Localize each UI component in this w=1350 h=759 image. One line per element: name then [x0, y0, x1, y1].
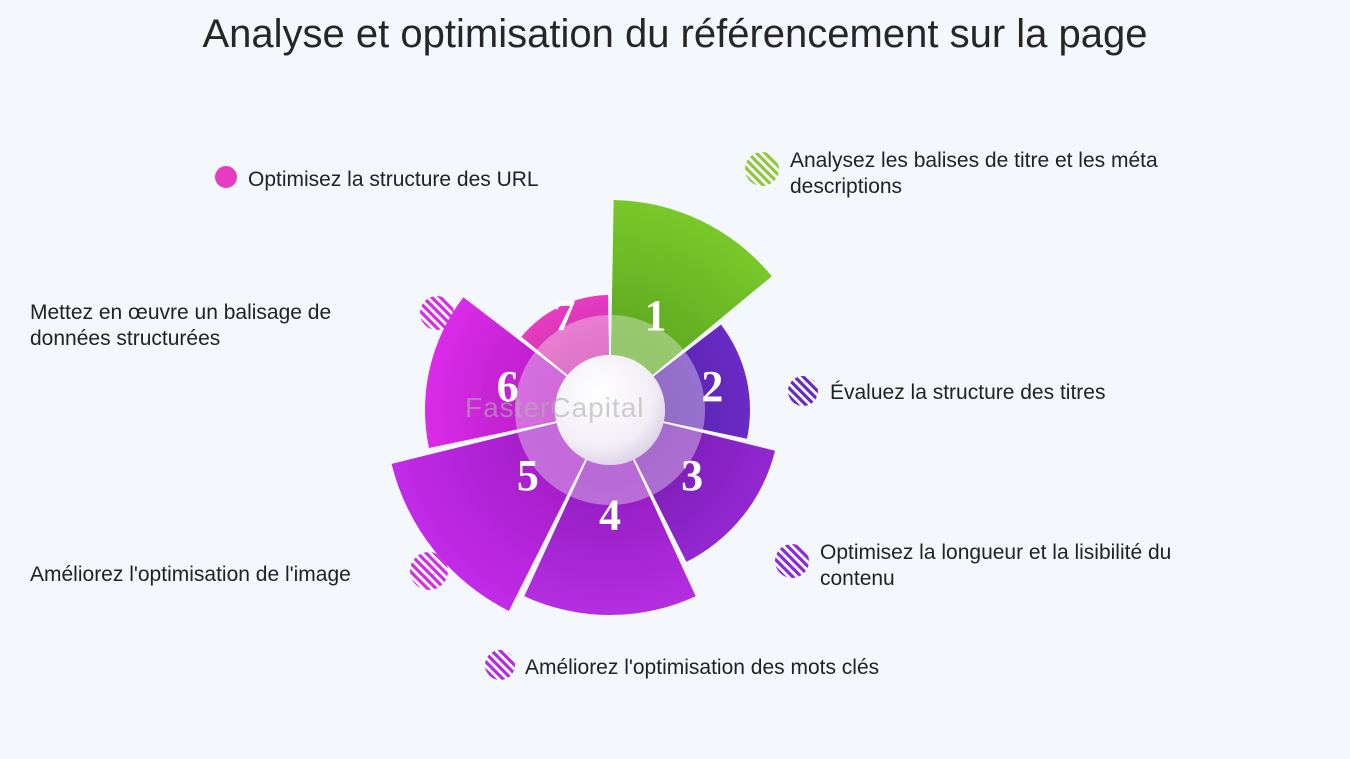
slice-number-2: 2 — [701, 362, 723, 411]
label-2: Évaluez la structure des titres — [830, 380, 1190, 406]
slice-number-3: 3 — [681, 451, 703, 500]
bullet-icon-7 — [215, 166, 237, 188]
slice-number-1: 1 — [645, 291, 667, 340]
slice-number-7: 7 — [553, 291, 575, 340]
label-4: Améliorez l'optimisation des mots clés — [525, 655, 985, 681]
bullet-icon-5 — [410, 552, 448, 590]
slice-number-6: 6 — [497, 362, 519, 411]
bullet-icon-3 — [775, 544, 809, 578]
slice-number-4: 4 — [599, 491, 621, 540]
bullet-icon-6 — [420, 296, 454, 330]
bullet-icon-1 — [745, 152, 779, 186]
center-circle — [555, 355, 665, 465]
slice-number-5: 5 — [517, 451, 539, 500]
label-5: Améliorez l'optimisation de l'image — [30, 562, 390, 588]
label-3: Optimisez la longueur et la lisibilité d… — [820, 540, 1240, 593]
label-7: Optimisez la structure des URL — [248, 167, 608, 193]
label-1: Analysez les balises de titre et les mét… — [790, 148, 1210, 201]
bullet-icon-2 — [788, 376, 818, 406]
label-6: Mettez en œuvre un balisage de données s… — [30, 300, 400, 353]
bullet-icon-4 — [485, 650, 515, 680]
